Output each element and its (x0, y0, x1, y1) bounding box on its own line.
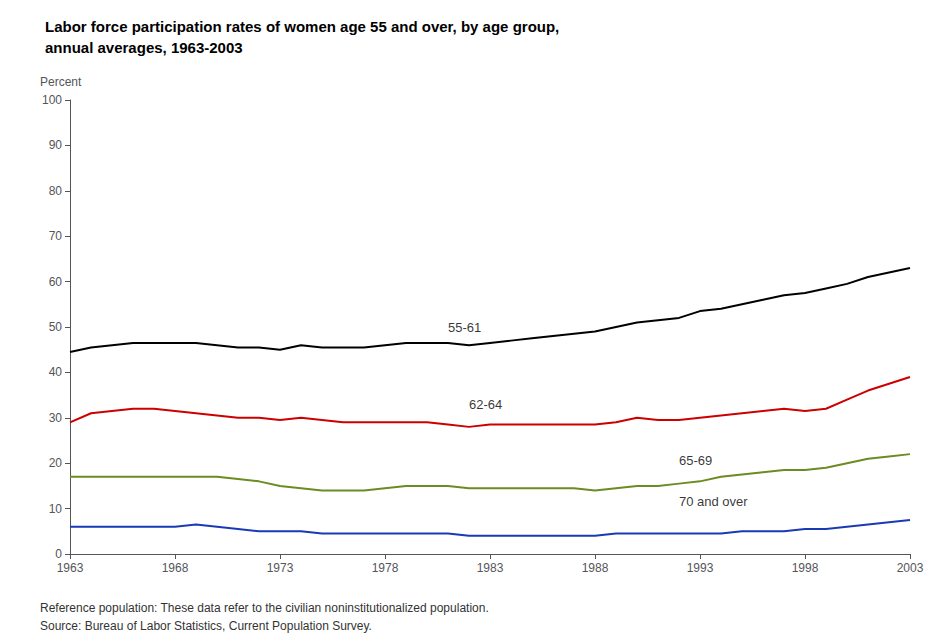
svg-text:1963: 1963 (57, 561, 84, 575)
svg-text:1973: 1973 (267, 561, 294, 575)
svg-text:30: 30 (49, 411, 63, 425)
svg-text:50: 50 (49, 320, 63, 334)
svg-text:Percent: Percent (40, 75, 82, 89)
svg-text:80: 80 (49, 184, 63, 198)
svg-text:60: 60 (49, 275, 63, 289)
svg-text:0: 0 (55, 547, 62, 561)
svg-text:70: 70 (49, 229, 63, 243)
svg-text:Labor force participation rate: Labor force participation rates of women… (45, 18, 559, 35)
svg-text:90: 90 (49, 138, 63, 152)
svg-text:Source: Bureau of Labor Statis: Source: Bureau of Labor Statistics, Curr… (40, 619, 372, 633)
svg-text:65-69: 65-69 (679, 453, 712, 468)
svg-text:70 and over: 70 and over (679, 494, 748, 509)
svg-text:40: 40 (49, 365, 63, 379)
svg-text:1968: 1968 (162, 561, 189, 575)
svg-text:1993: 1993 (687, 561, 714, 575)
svg-text:2003: 2003 (897, 561, 924, 575)
svg-text:62-64: 62-64 (469, 397, 502, 412)
svg-text:55-61: 55-61 (448, 320, 481, 335)
svg-text:1978: 1978 (372, 561, 399, 575)
svg-text:annual averages, 1963-2003: annual averages, 1963-2003 (45, 39, 243, 56)
svg-text:1998: 1998 (792, 561, 819, 575)
svg-text:10: 10 (49, 502, 63, 516)
svg-text:100: 100 (42, 93, 62, 107)
svg-text:20: 20 (49, 456, 63, 470)
svg-text:1988: 1988 (582, 561, 609, 575)
svg-text:Reference population: These da: Reference population: These data refer t… (40, 601, 489, 615)
svg-text:1983: 1983 (477, 561, 504, 575)
